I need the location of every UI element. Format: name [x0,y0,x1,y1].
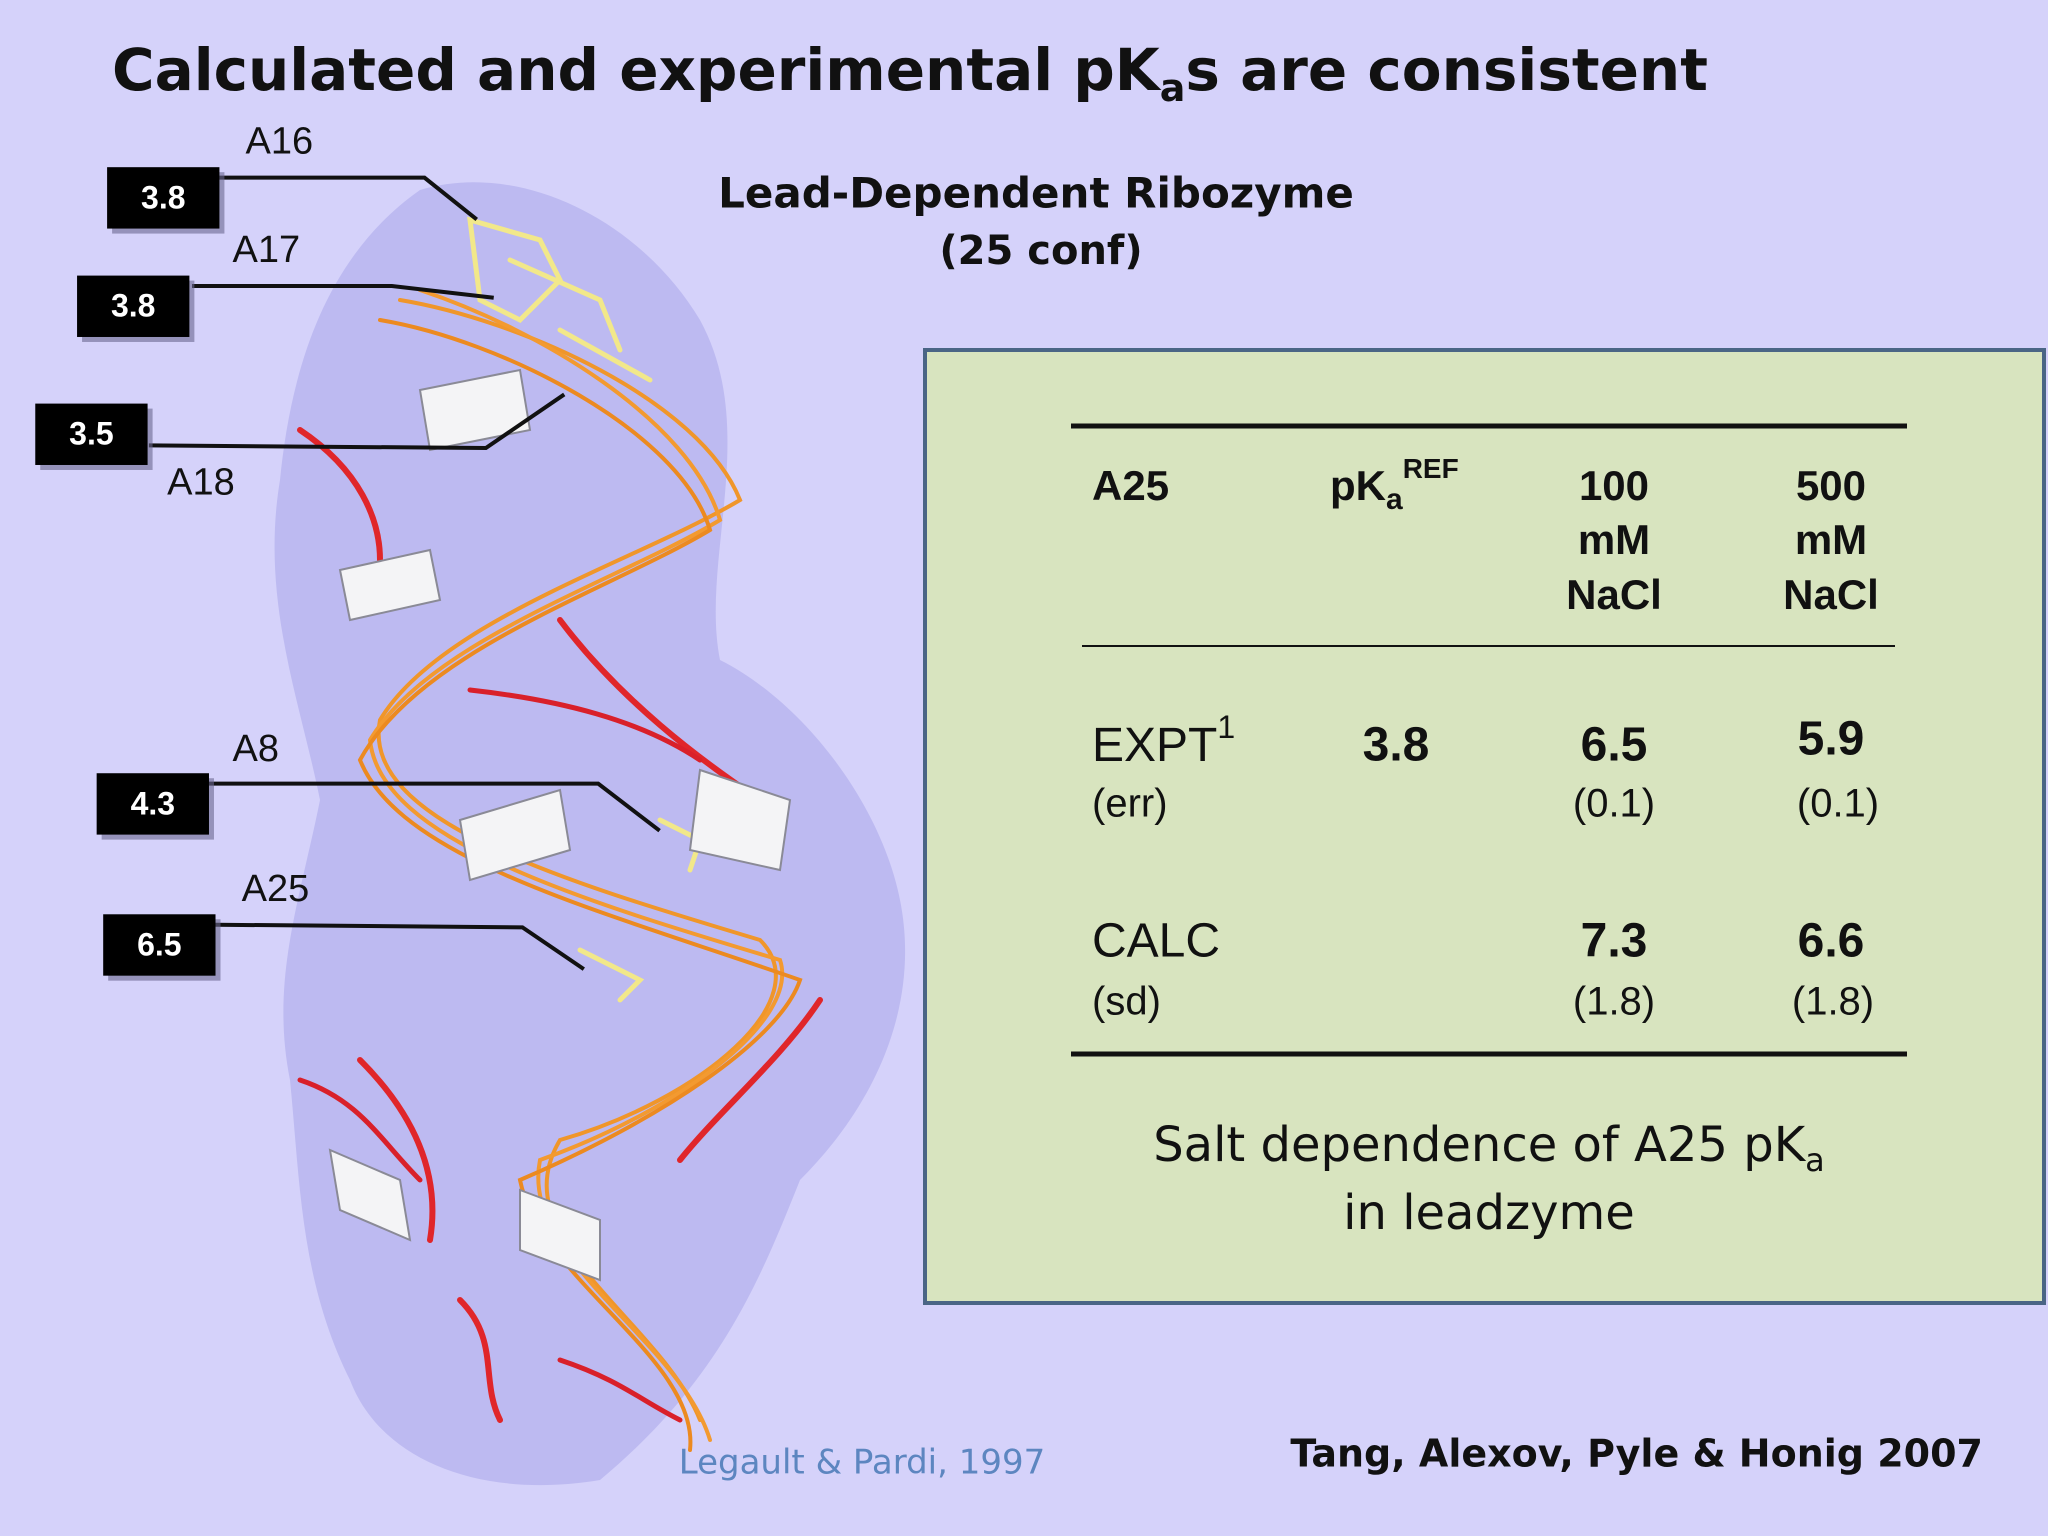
pka-value: 3.8 [141,179,185,215]
title: Calculated and experimental pKas are con… [112,36,1708,109]
table-cell: 7.3 [1581,915,1648,968]
subtitle: (25 conf) [939,228,1142,274]
caption-text: Salt dependence of A25 pK [1153,1117,1806,1173]
subtitle: Lead-Dependent Ribozyme [718,169,1354,218]
footnote-mark: 1 [1217,709,1235,745]
title-subscript: a [1160,66,1186,110]
table-cell: 6.5 [1581,719,1648,772]
image-credit: Legault & Pardi, 1997 [679,1443,1046,1483]
citation: Tang, Alexov, Pyle & Honig 2007 [1290,1432,1983,1476]
title-text: Calculated and experimental pK [112,36,1162,104]
table-header: mM [1578,516,1650,563]
table-header: mM [1795,516,1867,563]
table-cell: 5.9 [1798,713,1865,766]
table-header: NaCl [1566,571,1662,618]
leader-line [148,392,566,451]
residue-label: A18 [167,462,235,504]
header-text: pK [1330,462,1386,509]
table-header: 100 [1579,462,1649,509]
residue-label: A16 [246,121,314,163]
caption-subscript: a [1805,1141,1825,1179]
pka-value: 3.5 [69,416,113,452]
residue-label: A25 [242,868,310,910]
table-cell-note: (1.8) [1573,980,1655,1024]
row-label: CALC [1092,915,1220,968]
molecule-image [274,182,906,1486]
table-cell: 3.8 [1363,719,1430,772]
table-header: pKaREF [1330,453,1459,516]
row-note: (sd) [1092,980,1161,1024]
row-label-text: EXPT [1092,719,1217,772]
caption: Salt dependence of A25 pKa [1153,1117,1825,1179]
table-panel [923,348,2046,1305]
pka-box [77,275,190,337]
table-cell-note: (0.1) [1797,782,1879,826]
pka-value: 6.5 [137,926,181,962]
table-header: 500 [1796,462,1866,509]
leader-line [192,284,494,300]
pka-box [96,773,209,835]
residue-label: A8 [232,728,278,770]
leader-line [208,781,661,833]
table-header: NaCl [1783,571,1879,618]
callouts: 3.8 A16 3.8 A17 3.5 A18 4.3 A8 6.5 A25 [35,121,661,981]
pka-box [103,914,216,976]
table-cell-note: (1.8) [1792,980,1874,1024]
header-superscript: REF [1403,453,1459,484]
pka-box [35,403,148,465]
leader-line [215,922,585,971]
table-cell: 6.6 [1798,915,1865,968]
pka-value: 4.3 [131,785,175,821]
caption: in leadzyme [1343,1185,1635,1241]
header-subscript: a [1386,483,1403,516]
row-label: EXPT1 [1092,709,1235,771]
table-cell-note: (0.1) [1573,782,1655,826]
pka-value: 3.8 [111,288,155,324]
pka-box [107,167,220,229]
leader-line [219,175,478,221]
title-text: s are consistent [1185,36,1708,104]
table-header: A25 [1092,462,1169,509]
residue-label: A17 [232,229,300,271]
row-note: (err) [1092,782,1168,826]
